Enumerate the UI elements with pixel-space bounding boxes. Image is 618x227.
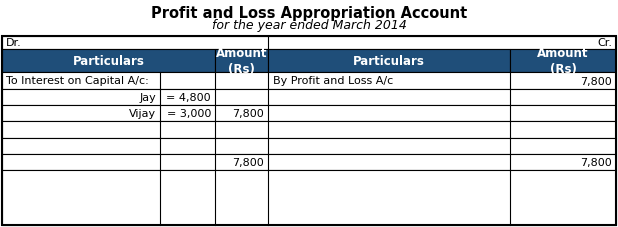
Text: To Interest on Capital A/c:: To Interest on Capital A/c: bbox=[6, 76, 149, 86]
Text: = 3,000: = 3,000 bbox=[167, 109, 211, 118]
Text: Dr.: Dr. bbox=[6, 38, 22, 48]
Bar bbox=[2, 90, 616, 106]
Bar bbox=[510, 50, 616, 73]
Text: Amount
(Rs): Amount (Rs) bbox=[537, 47, 589, 76]
Bar bbox=[215, 50, 268, 73]
Bar bbox=[2, 121, 616, 138]
Text: Particulars: Particulars bbox=[72, 55, 145, 68]
Text: Cr.: Cr. bbox=[597, 38, 612, 48]
Text: 7,800: 7,800 bbox=[580, 157, 612, 167]
Text: Amount
(Rs): Amount (Rs) bbox=[216, 47, 267, 76]
Text: By Profit and Loss A/c: By Profit and Loss A/c bbox=[273, 76, 393, 86]
Text: = 4,800: = 4,800 bbox=[166, 93, 211, 103]
Text: Jay: Jay bbox=[139, 93, 156, 103]
Bar bbox=[2, 50, 215, 73]
Text: Particulars: Particulars bbox=[353, 55, 425, 68]
Bar bbox=[268, 50, 510, 73]
Text: for the year ended March 2014: for the year ended March 2014 bbox=[211, 18, 407, 31]
Text: 7,800: 7,800 bbox=[232, 109, 264, 118]
Text: 7,800: 7,800 bbox=[580, 76, 612, 86]
Bar bbox=[2, 170, 616, 225]
Text: Profit and Loss Appropriation Account: Profit and Loss Appropriation Account bbox=[151, 5, 467, 20]
Text: Vijay: Vijay bbox=[129, 109, 156, 118]
Bar bbox=[2, 73, 616, 90]
Text: 7,800: 7,800 bbox=[232, 157, 264, 167]
Bar bbox=[2, 154, 616, 170]
Bar bbox=[2, 138, 616, 154]
Bar bbox=[2, 106, 616, 121]
Bar bbox=[2, 37, 616, 50]
Bar bbox=[2, 37, 616, 225]
